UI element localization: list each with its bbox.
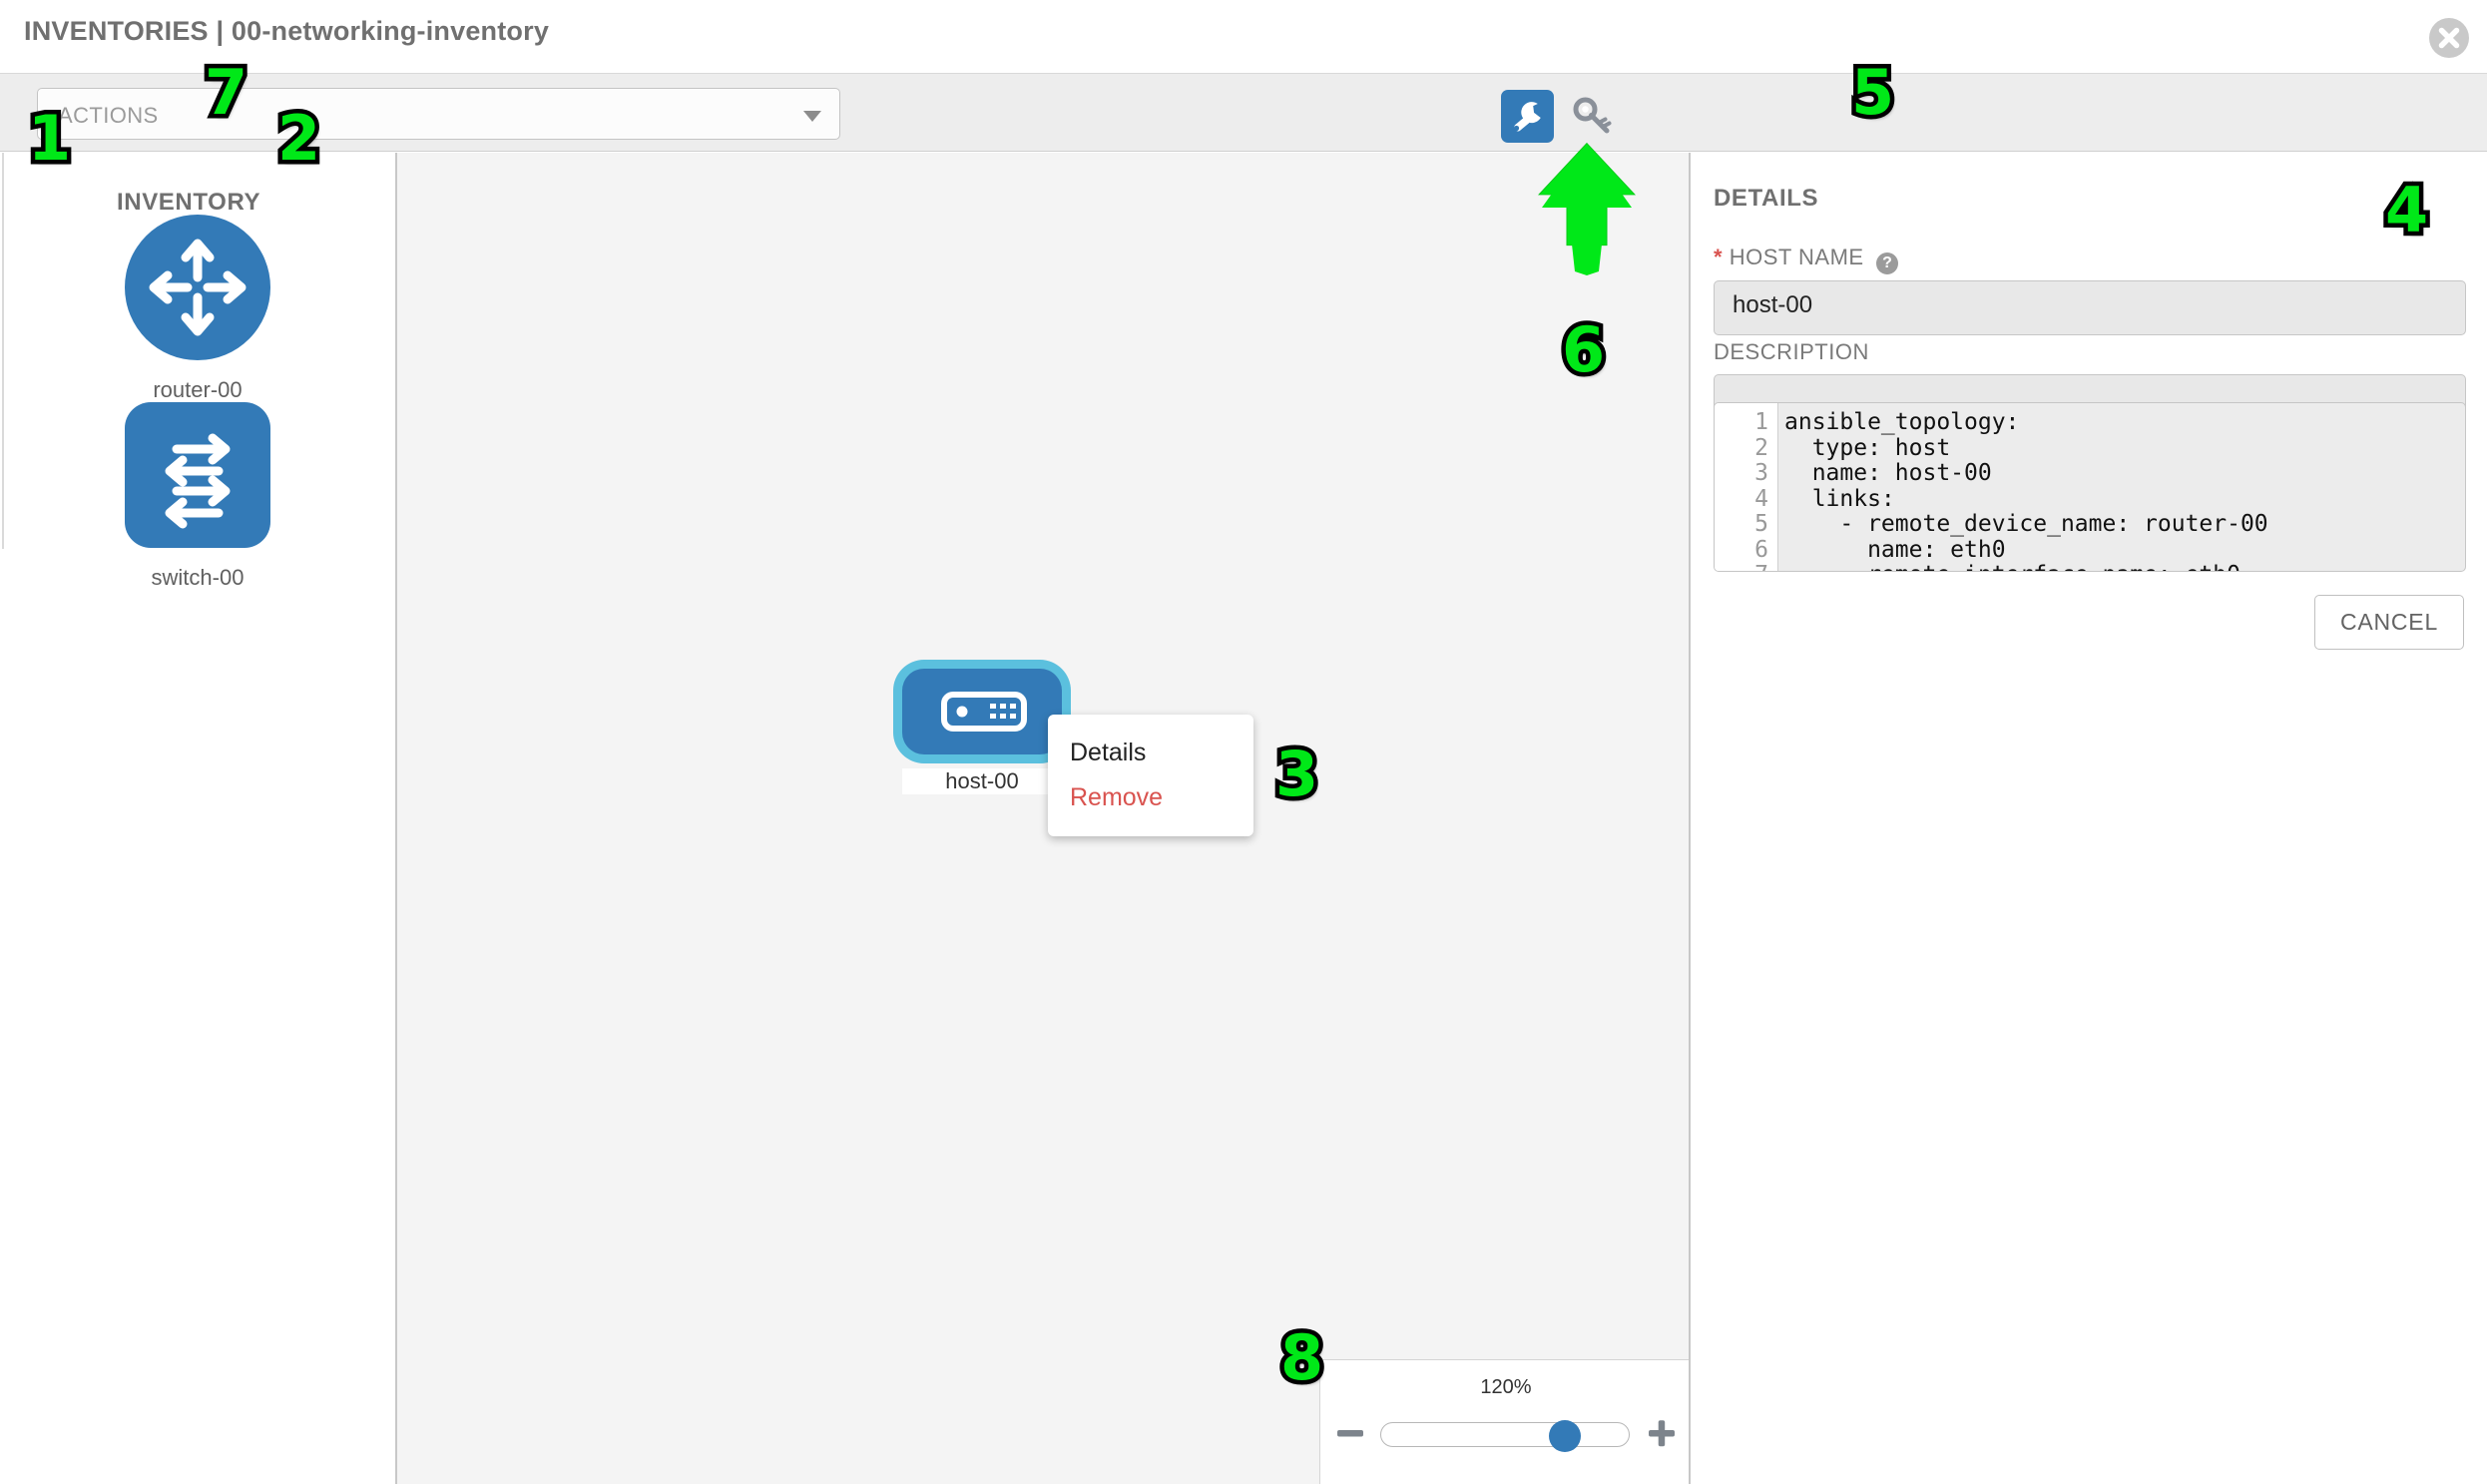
code-line: remote_interface_name: eth0 [1784,562,2465,571]
cancel-button[interactable]: CANCEL [2314,595,2464,650]
topology-node-host-00[interactable]: host-00 [902,669,1062,794]
line-number: 3 [1754,460,1768,486]
host-name-label-text: HOST NAME [1729,245,1864,269]
sidebar-item-router-00[interactable]: router-00 [0,215,395,403]
page-title: INVENTORIES | 00-networking-inventory [24,16,550,46]
inventory-sidebar: INVENTORY router-00 [0,153,395,1484]
node-context-menu[interactable]: Details Remove [1048,715,1253,836]
actions-dropdown[interactable]: ACTIONS [37,88,840,140]
code-line: name: host-00 [1784,460,1992,486]
sidebar-item-label: router-00 [153,377,243,402]
line-number: 1 [1754,409,1768,435]
code-line: links: [1784,485,1895,512]
code-line: ansible_topology: [1784,409,2020,435]
switch-icon[interactable] [125,402,270,548]
topology-canvas[interactable]: host-00 Details Remove 120% [395,153,1689,1484]
line-number: 7 [1715,562,1777,571]
zoom-level-label: 120% [1480,1376,1532,1398]
sidebar-item-switch-00[interactable]: switch-00 [0,402,395,591]
line-number: 4 [1754,485,1768,512]
editor-content[interactable]: ansible_topology: type: host name: host-… [1778,403,2465,571]
code-line: type: host [1784,434,1951,461]
actions-dropdown-label: ACTIONS [58,103,159,128]
zoom-out-icon[interactable] [1333,1416,1367,1450]
line-number: 6 [1754,536,1768,563]
inventory-sidebar-title: INVENTORY [117,189,261,216]
zoom-in-icon[interactable] [1645,1416,1679,1450]
sidebar-item-label: switch-00 [151,565,245,590]
toolbar: ACTIONS SEARCH [0,73,2487,213]
details-panel-title: DETAILS [1714,185,1819,212]
required-marker: * [1714,245,1724,269]
host-name-value: host-00 [1733,291,1813,318]
host-name-label: * HOST NAME ? [1714,245,1899,274]
zoom-slider-row [1320,1416,1689,1456]
line-number: 2 [1754,434,1768,461]
zoom-control-panel: 120% [1319,1359,1689,1484]
variables-editor[interactable]: 1 2 3 4 5 6 7 ansible_topology: type: ho… [1714,402,2466,572]
host-name-field[interactable]: host-00 [1714,280,2466,335]
help-icon[interactable]: ? [1876,252,1899,274]
inventory-sidebar-scroll [2,153,395,549]
close-icon[interactable] [2429,18,2469,58]
zoom-slider-track[interactable] [1380,1420,1630,1452]
description-label: DESCRIPTION [1714,339,1869,364]
host-device-icon[interactable] [902,669,1062,754]
details-panel: DETAILS * HOST NAME ? host-00 DESCRIPTIO… [1689,153,2487,1484]
editor-line-numbers: 1 2 3 4 5 6 7 [1715,403,1778,571]
context-menu-item-remove[interactable]: Remove [1070,783,1164,811]
chevron-down-icon [803,111,821,122]
title-bar: INVENTORIES | 00-networking-inventory [0,0,2487,73]
key-icon[interactable] [1569,93,1615,139]
zoom-slider-thumb[interactable] [1549,1420,1581,1452]
wrench-icon[interactable] [1501,90,1554,143]
line-number: 5 [1754,511,1768,537]
code-line: name: eth0 [1784,536,2006,563]
topology-node-label: host-00 [902,768,1062,794]
code-line: - remote_device_name: router-00 [1784,511,2268,537]
router-icon[interactable] [125,215,270,360]
context-menu-item-details[interactable]: Details [1070,739,1147,766]
